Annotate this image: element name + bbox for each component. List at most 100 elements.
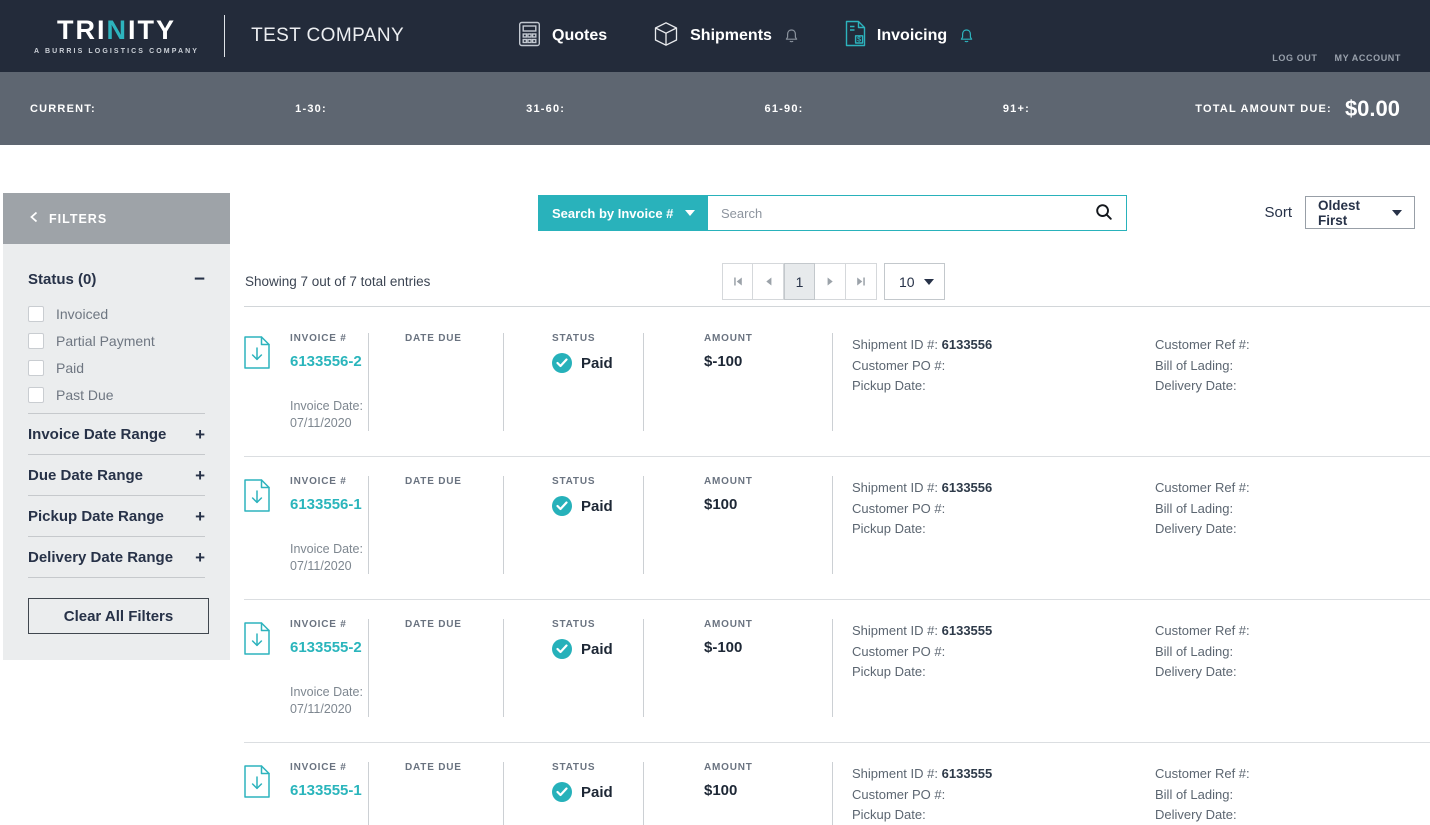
filter-section-row[interactable]: Invoice Date Range +: [28, 414, 205, 455]
expand-plus-icon[interactable]: +: [195, 507, 205, 526]
customer-ref-line: Customer Ref #:: [1155, 623, 1250, 638]
filter-section-row[interactable]: Pickup Date Range +: [28, 496, 205, 537]
status-filter-header[interactable]: Status (0) −: [28, 270, 205, 289]
download-cell: [244, 333, 290, 431]
shipment-id-line: Shipment ID #: 6133555: [852, 766, 993, 781]
shipment-id-line: Shipment ID #: 6133555: [852, 623, 993, 638]
shipments-bell-icon[interactable]: [784, 28, 799, 44]
svg-text:$: $: [857, 37, 861, 44]
top-navigation-bar: TRINITY A BURRIS LOGISTICS COMPANY TEST …: [0, 0, 1430, 72]
logo-wordmark: TRINITY: [57, 15, 177, 45]
trinity-logo[interactable]: TRINITY A BURRIS LOGISTICS COMPANY: [34, 15, 199, 56]
status-column-label: STATUS: [552, 333, 596, 344]
status-option-row[interactable]: Paid: [28, 359, 205, 376]
nav-item-quotes[interactable]: Quotes: [518, 21, 607, 52]
filter-section-title: Invoice Date Range: [28, 426, 167, 443]
status-option-row[interactable]: Partial Payment: [28, 332, 205, 349]
download-invoice-button[interactable]: [244, 336, 270, 372]
nav-label-shipments: Shipments: [690, 27, 772, 44]
first-page-button[interactable]: [722, 263, 753, 300]
invoice-row: INVOICE # 6133556-2 Invoice Date: 07/11/…: [244, 333, 1430, 457]
last-page-button[interactable]: [846, 263, 877, 300]
status-options: Invoiced Partial Payment Paid Pa: [28, 305, 205, 403]
nav-item-shipments[interactable]: Shipments: [653, 21, 799, 52]
nav-label-invoicing: Invoicing: [876, 27, 948, 44]
invoice-cell: INVOICE # 6133556-1 Invoice Date: 07/11/…: [290, 476, 368, 574]
sort-select[interactable]: Oldest First: [1305, 196, 1415, 229]
expand-plus-icon[interactable]: +: [195, 548, 205, 567]
details-column-1: Shipment ID #: 6133556 Customer PO #: Pi…: [852, 335, 1155, 431]
invoice-number-link[interactable]: 6133556-2: [290, 353, 362, 370]
sort-label: Sort: [1264, 204, 1292, 221]
collapse-minus-icon[interactable]: −: [193, 269, 205, 290]
checkbox[interactable]: [28, 359, 44, 376]
status-cell: STATUS Paid: [504, 619, 643, 717]
checkbox[interactable]: [28, 386, 44, 403]
next-page-button[interactable]: [815, 263, 846, 300]
pickup-date-line: Pickup Date:: [852, 807, 926, 822]
search-input[interactable]: [721, 205, 1095, 221]
date-due-column-label: DATE DUE: [405, 476, 462, 487]
invoice-date-label: Invoice Date:: [290, 542, 363, 556]
pickup-date-line: Pickup Date:: [852, 521, 926, 536]
expand-plus-icon[interactable]: +: [195, 466, 205, 485]
filters-collapse-header[interactable]: FILTERS: [3, 193, 230, 244]
customer-ref-line: Customer Ref #:: [1155, 766, 1250, 781]
checkbox[interactable]: [28, 332, 44, 349]
date-due-cell: DATE DUE: [369, 333, 503, 431]
checkbox-label: Partial Payment: [56, 332, 155, 349]
column-divider: [503, 619, 504, 717]
status-text: Paid: [581, 354, 613, 372]
status-option-row[interactable]: Past Due: [28, 386, 205, 403]
search-category-dropdown[interactable]: Search by Invoice #: [539, 196, 708, 230]
paid-check-icon: [552, 639, 572, 659]
download-invoice-button[interactable]: [244, 622, 270, 658]
invoice-number-link[interactable]: 6133555-1: [290, 782, 362, 799]
checkbox-label: Invoiced: [56, 305, 109, 322]
invoice-icon: $: [845, 20, 866, 52]
package-icon: [653, 21, 679, 52]
checkbox[interactable]: [28, 305, 44, 322]
total-amount-due-label: TOTAL AMOUNT DUE:: [1195, 102, 1332, 115]
status-value: Paid: [552, 782, 643, 802]
filter-section-row[interactable]: Delivery Date Range +: [28, 537, 205, 578]
current-page-button[interactable]: 1: [784, 263, 815, 300]
amount-column-label: AMOUNT: [704, 762, 753, 773]
invoice-column-label: INVOICE #: [290, 619, 347, 630]
my-account-link[interactable]: MY ACCOUNT: [1334, 53, 1401, 63]
nav-item-invoicing[interactable]: $ Invoicing: [845, 20, 974, 52]
clear-all-filters-button[interactable]: Clear All Filters: [28, 598, 209, 634]
shipment-id-value: 6133556: [941, 337, 993, 352]
search-category-label: Search by Invoice #: [552, 205, 674, 221]
pagination: 1: [722, 263, 877, 300]
search-submit-button[interactable]: [1095, 203, 1113, 224]
page-size-select[interactable]: 10: [884, 263, 945, 300]
paid-check-icon: [552, 782, 572, 802]
filters-sidebar: FILTERS Status (0) − Invoiced Partial Pa…: [3, 193, 230, 660]
download-document-icon: [244, 479, 270, 515]
caret-down-icon: [1392, 209, 1402, 216]
previous-page-button[interactable]: [753, 263, 784, 300]
invoicing-bell-icon[interactable]: [959, 28, 974, 44]
amount-value: $100: [704, 496, 738, 513]
details-column-1: Shipment ID #: 6133555 Customer PO #: Pi…: [852, 764, 1155, 825]
invoice-number-link[interactable]: 6133555-2: [290, 639, 362, 656]
filter-section-row[interactable]: Due Date Range +: [28, 455, 205, 496]
status-value: Paid: [552, 353, 643, 373]
invoice-number-link[interactable]: 6133556-1: [290, 496, 362, 513]
download-invoice-button[interactable]: [244, 479, 270, 515]
expand-plus-icon[interactable]: +: [195, 425, 205, 444]
account-links: LOG OUT MY ACCOUNT: [1272, 53, 1401, 63]
aging-buckets: CURRENT: 1-30: 31-60: 61-90: 91+:: [30, 103, 1030, 115]
list-divider: [244, 306, 1430, 307]
download-cell: [244, 476, 290, 574]
download-invoice-button[interactable]: [244, 765, 270, 801]
caret-down-icon: [924, 278, 934, 285]
company-name: TEST COMPANY: [251, 25, 405, 46]
bill-of-lading-line: Bill of Lading:: [1155, 643, 1234, 659]
status-option-row[interactable]: Invoiced: [28, 305, 205, 322]
aging-bucket-label: CURRENT:: [30, 102, 96, 115]
chevron-left-icon: [30, 210, 38, 228]
log-out-link[interactable]: LOG OUT: [1272, 53, 1318, 63]
date-due-column-label: DATE DUE: [405, 333, 462, 344]
